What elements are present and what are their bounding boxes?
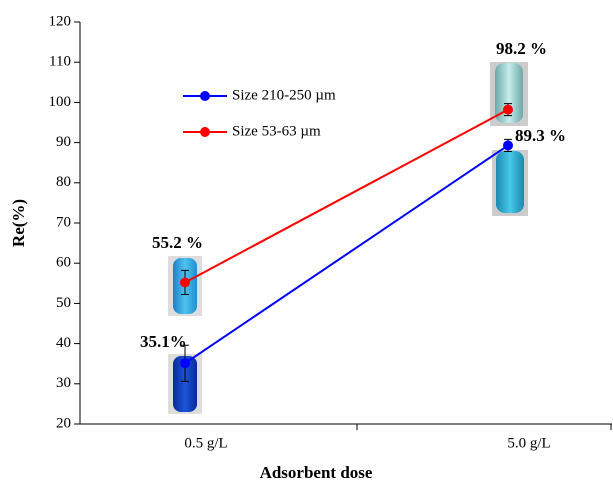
data-label: 98.2 %	[496, 39, 547, 58]
y-tick-label: 70	[56, 214, 71, 230]
data-label: 35.1%	[140, 332, 187, 351]
y-tick-label: 110	[49, 54, 71, 70]
data-point	[180, 358, 190, 368]
y-tick-label: 50	[56, 295, 71, 311]
legend-label: Size 53-63 µm	[232, 123, 321, 139]
legend-label: Size 210-250 µm	[232, 87, 336, 103]
x-axis-title: Adsorbent dose	[260, 463, 373, 482]
y-tick-label: 80	[56, 174, 71, 190]
data-label: 89.3 %	[515, 126, 566, 145]
legend-marker	[200, 91, 210, 101]
data-label: 55.2 %	[152, 233, 203, 252]
x-tick-label: 0.5 g/L	[184, 435, 227, 451]
data-point	[503, 105, 513, 115]
series-line	[185, 145, 508, 363]
tube	[496, 151, 524, 213]
data-point	[503, 140, 513, 150]
y-tick-label: 90	[56, 134, 71, 150]
y-axis-title: Re(%)	[9, 199, 28, 247]
y-tick-label: 40	[56, 335, 71, 351]
legend-marker	[200, 127, 210, 137]
chart: Adsorbent dose Re(%) 20 30 40 50 60 70 80 90 100…	[0, 0, 613, 487]
test-tubes	[168, 62, 528, 414]
data-point	[180, 277, 190, 287]
y-tick-label: 60	[56, 255, 71, 271]
y-tick-label: 20	[56, 415, 71, 431]
x-tick-label: 5.0 g/L	[507, 435, 550, 451]
y-tick-label: 120	[49, 13, 72, 29]
y-tick-label: 30	[56, 375, 71, 391]
y-tick-label: 100	[49, 94, 72, 110]
